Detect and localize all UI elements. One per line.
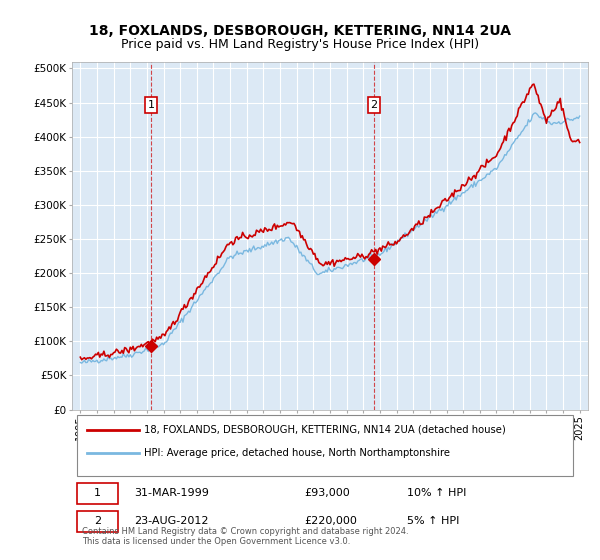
Text: 1: 1 [148, 100, 155, 110]
FancyBboxPatch shape [77, 511, 118, 532]
Text: Price paid vs. HM Land Registry's House Price Index (HPI): Price paid vs. HM Land Registry's House … [121, 38, 479, 50]
Text: 2: 2 [94, 516, 101, 526]
Text: £220,000: £220,000 [304, 516, 357, 526]
Text: 10% ↑ HPI: 10% ↑ HPI [407, 488, 467, 498]
Text: 5% ↑ HPI: 5% ↑ HPI [407, 516, 460, 526]
Text: HPI: Average price, detached house, North Northamptonshire: HPI: Average price, detached house, Nort… [144, 449, 450, 459]
Text: 31-MAR-1999: 31-MAR-1999 [134, 488, 209, 498]
Text: 18, FOXLANDS, DESBOROUGH, KETTERING, NN14 2UA (detached house): 18, FOXLANDS, DESBOROUGH, KETTERING, NN1… [144, 425, 506, 435]
Text: 1: 1 [94, 488, 101, 498]
Text: £93,000: £93,000 [304, 488, 350, 498]
Text: 2: 2 [371, 100, 377, 110]
Text: 23-AUG-2012: 23-AUG-2012 [134, 516, 208, 526]
Text: Contains HM Land Registry data © Crown copyright and database right 2024.
This d: Contains HM Land Registry data © Crown c… [82, 526, 409, 546]
FancyBboxPatch shape [77, 483, 118, 504]
Text: 18, FOXLANDS, DESBOROUGH, KETTERING, NN14 2UA: 18, FOXLANDS, DESBOROUGH, KETTERING, NN1… [89, 24, 511, 38]
Bar [77, 415, 572, 477]
